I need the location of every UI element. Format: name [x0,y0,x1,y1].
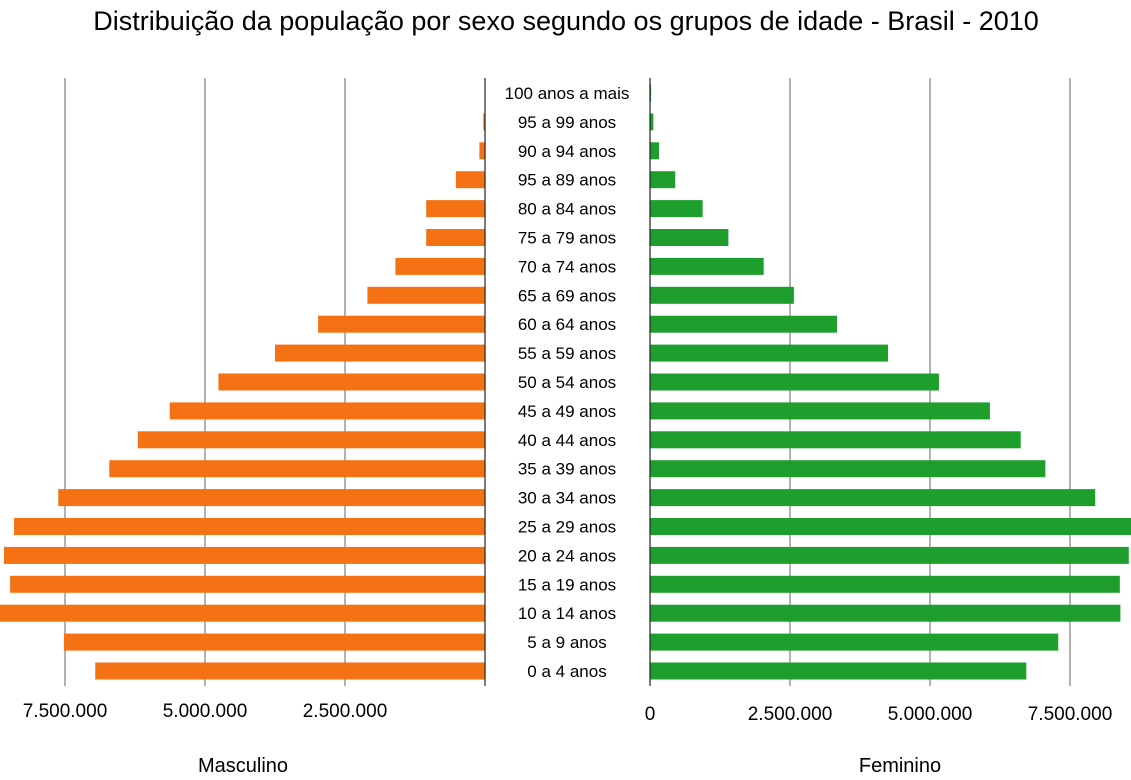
age-label-17: 15 a 19 anos [518,575,616,594]
age-label-4: 80 a 84 anos [518,200,616,219]
age-label-5: 75 a 79 anos [518,229,616,248]
bar-masculino-14 [58,489,485,507]
age-label-15: 25 a 29 anos [518,518,616,537]
bar-masculino-8 [318,315,485,333]
bar-masculino-18 [0,604,485,622]
age-label-16: 20 a 24 anos [518,546,616,565]
bar-feminino-13 [650,460,1046,478]
age-label-8: 60 a 64 anos [518,315,616,334]
tick-right-0: 0 [645,704,656,725]
bar-masculino-1 [483,113,485,131]
age-label-7: 65 a 69 anos [518,286,616,305]
tick-right-1: 2.500.000 [748,704,833,725]
bar-masculino-10 [218,373,485,391]
age-label-9: 55 a 59 anos [518,344,616,363]
age-label-18: 10 a 14 anos [518,604,616,623]
masculino-bars [0,84,486,680]
bar-feminino-16 [650,546,1129,564]
bar-feminino-7 [650,286,794,304]
tick-left-1: 5.000.000 [163,701,248,722]
bar-masculino-9 [275,344,485,362]
bar-feminino-2 [650,142,659,160]
chart-title: Distribuição da população por sexo segun… [93,6,1039,36]
bar-feminino-5 [650,229,729,246]
age-label-12: 40 a 44 anos [518,431,616,450]
bar-masculino-4 [426,200,485,218]
age-label-20: 0 a 4 anos [527,662,606,681]
tick-right-2: 5.000.000 [888,704,973,725]
bar-feminino-20 [650,662,1027,680]
tick-right-3: 7.500.000 [1028,704,1113,725]
bar-masculino-3 [455,171,485,189]
feminino-bars [650,84,1131,680]
bar-feminino-9 [650,344,888,362]
tick-labels: 7.500.000 5.000.000 2.500.000 0 2.500.000 5.0… [23,701,1113,725]
age-label-13: 35 a 39 anos [518,460,616,479]
age-label-2: 90 a 94 anos [518,142,616,161]
bar-masculino-6 [395,257,485,275]
tick-left-0: 7.500.000 [23,701,108,722]
age-group-labels: 100 anos a mais 95 a 99 anos 90 a 94 anos 9… [505,84,630,681]
bar-masculino-17 [10,575,486,593]
bar-feminino-15 [650,518,1131,535]
bar-masculino-19 [63,633,485,651]
bar-masculino-2 [479,142,485,160]
bar-feminino-8 [650,315,838,333]
bar-feminino-14 [650,489,1096,507]
age-label-1: 95 a 99 anos [518,113,616,132]
bar-masculino-12 [137,431,486,449]
bar-feminino-11 [650,402,990,420]
age-label-14: 30 a 34 anos [518,489,616,508]
bar-feminino-6 [650,257,764,275]
bar-masculino-20 [95,662,486,680]
age-label-10: 50 a 54 anos [518,373,616,392]
age-label-19: 5 a 9 anos [527,633,606,652]
bar-feminino-3 [650,171,676,189]
masculino-panel-label: Masculino [198,755,288,777]
bar-masculino-15 [14,518,485,535]
age-label-11: 45 a 49 anos [518,402,616,421]
bar-feminino-4 [650,200,703,218]
bar-feminino-12 [650,431,1021,449]
bar-feminino-17 [650,575,1120,593]
bar-feminino-10 [650,373,939,391]
bar-feminino-1 [650,113,654,131]
bar-masculino-5 [426,229,485,246]
age-label-0: 100 anos a mais [505,84,630,103]
tick-left-2: 2.500.000 [303,701,388,722]
bar-feminino-18 [650,604,1121,622]
age-label-3: 95 a 89 anos [518,171,616,190]
bar-masculino-11 [169,402,485,420]
bar-masculino-16 [3,546,486,564]
age-label-6: 70 a 74 anos [518,257,616,276]
feminino-panel-label: Feminino [859,755,941,777]
axes [484,78,651,686]
bar-masculino-7 [367,286,485,304]
bar-feminino-19 [650,633,1059,651]
bar-masculino-13 [109,460,486,478]
